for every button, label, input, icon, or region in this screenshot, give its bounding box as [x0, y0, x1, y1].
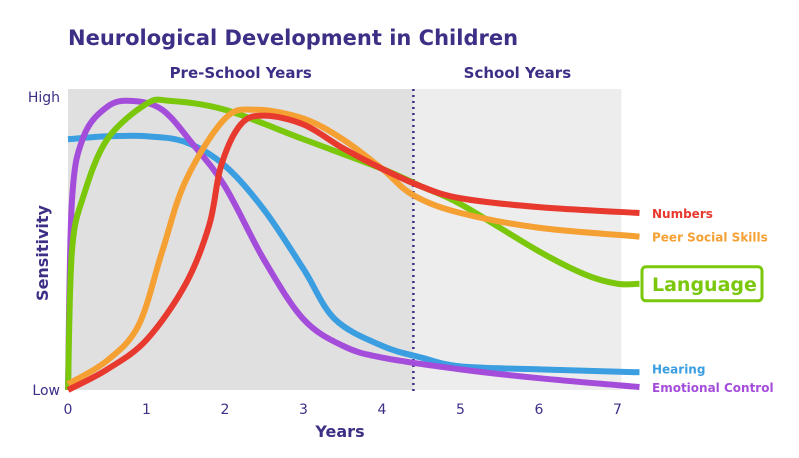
series-line-emotional-control	[65, 97, 640, 391]
legend-label-numbers: Numbers	[652, 207, 713, 221]
x-tick-label: 1	[142, 402, 151, 418]
y-tick-label-low: Low	[32, 383, 60, 399]
x-axis-label: Years	[314, 422, 364, 441]
series-line-hearing	[67, 132, 640, 376]
x-tick-label: 4	[378, 402, 387, 418]
legend-label-peer-social-skills: Peer Social Skills	[652, 231, 768, 245]
y-tick-label-high: High	[28, 90, 60, 106]
x-tick-label: 7	[613, 402, 622, 418]
x-tick-label: 2	[221, 402, 230, 418]
series-line-numbers	[66, 112, 640, 393]
y-axis-label: Sensitivity	[33, 204, 52, 300]
region-label: School Years	[464, 64, 572, 82]
legend-label-hearing: Hearing	[652, 362, 705, 376]
chart-title: Neurological Development in Children	[68, 26, 518, 50]
region-label: Pre-School Years	[170, 64, 312, 82]
x-tick-label: 3	[299, 402, 308, 418]
legend-box-language	[640, 265, 764, 303]
legend-label-language: Language	[652, 274, 757, 296]
series-line-language	[65, 96, 640, 391]
x-tick-label: 6	[535, 402, 544, 418]
x-tick-label: 0	[64, 402, 73, 418]
x-tick-label: 5	[456, 402, 465, 418]
legend-label-emotional-control: Emotional Control	[652, 381, 774, 395]
series-line-peer-social-skills	[66, 106, 640, 387]
